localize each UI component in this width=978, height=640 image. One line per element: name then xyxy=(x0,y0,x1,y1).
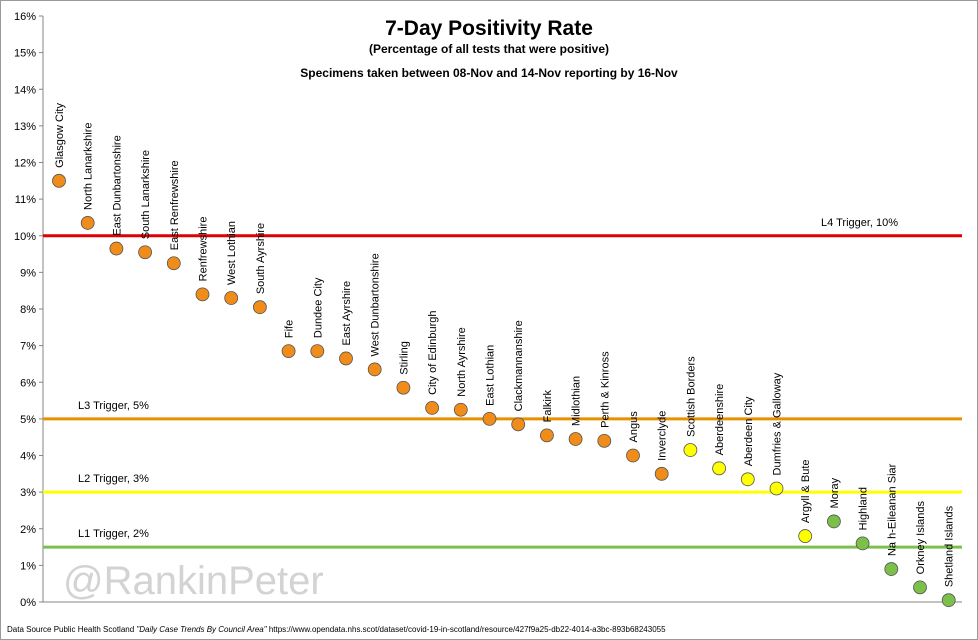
category-label: Dumfries & Galloway xyxy=(772,372,784,475)
data-point xyxy=(109,241,124,256)
data-source-footer: Data Source Public Health Scotland "Dail… xyxy=(7,625,666,634)
data-point xyxy=(396,380,411,395)
watermark: @RankinPeter xyxy=(63,559,324,603)
category-label: Falkirk xyxy=(542,389,554,422)
footer-source: Data Source Public Health Scotland xyxy=(7,625,135,634)
data-point xyxy=(310,344,325,359)
y-tick-label: 15% xyxy=(14,48,36,60)
category-label: West Dunbartonshire xyxy=(370,253,382,356)
y-tick-label: 14% xyxy=(14,84,36,96)
category-label: Aberdeen City xyxy=(743,396,755,466)
data-point xyxy=(453,402,468,417)
y-tick-label: 5% xyxy=(20,414,36,426)
category-label: Na h-Eileanan Siar xyxy=(886,463,898,556)
y-tick-label: 7% xyxy=(20,341,36,353)
data-point xyxy=(195,287,210,302)
trigger-label: L2 Trigger, 3% xyxy=(78,473,149,485)
category-label: Glasgow City xyxy=(54,103,66,168)
y-axis: 0% 1% 2% 3% 4% 5% 6% 7% 8% 9% 10% 11% 12% 13% 14% 15% 16… xyxy=(14,11,962,609)
y-tick-label: 12% xyxy=(14,158,36,170)
category-label: East Lothian xyxy=(485,345,497,406)
category-label: Perth & Kinross xyxy=(599,351,611,428)
category-label: Orkney Islands xyxy=(915,500,927,574)
data-point xyxy=(941,593,956,608)
category-label: Moray xyxy=(829,477,841,508)
trigger-label: L1 Trigger, 2% xyxy=(78,528,149,540)
y-tick-label: 6% xyxy=(20,377,36,389)
data-point xyxy=(252,300,267,315)
trigger-lines: L4 Trigger, 10% L3 Trigger, 5% L2 Trigger,… xyxy=(43,217,962,549)
category-label: Inverclyde xyxy=(657,411,669,461)
chart-subtitle: (Percentage of all tests that were posit… xyxy=(369,42,609,56)
category-label: South Lanarkshire xyxy=(140,150,152,239)
category-label: East Dunbartonshire xyxy=(111,135,123,235)
y-tick-label: 2% xyxy=(20,524,36,536)
data-point xyxy=(511,417,526,432)
data-point xyxy=(224,291,239,305)
category-label: North Ayrshire xyxy=(456,327,468,397)
y-tick-label: 1% xyxy=(20,560,36,572)
category-label: Highland xyxy=(858,487,870,530)
data-point xyxy=(482,411,497,426)
chart-title: 7-Day Positivity Rate xyxy=(385,17,593,40)
category-label: Aberdeenshire xyxy=(714,384,726,456)
y-tick-label: 0% xyxy=(20,597,36,609)
data-point xyxy=(913,580,927,595)
data-point xyxy=(540,428,554,443)
data-point xyxy=(827,514,841,529)
category-label: Shetland Islands xyxy=(944,505,956,587)
data-point xyxy=(367,362,382,377)
footer-url: https://www.opendata.nhs.scot/dataset/co… xyxy=(268,625,666,634)
category-label: Dundee City xyxy=(312,277,324,338)
category-label: North Lanarkshire xyxy=(83,122,95,209)
category-label: Argyll & Bute xyxy=(800,459,812,523)
category-label: City of Edinburgh xyxy=(427,310,439,394)
y-tick-label: 10% xyxy=(14,231,36,243)
data-point xyxy=(166,256,181,271)
y-tick-label: 11% xyxy=(15,194,36,206)
category-label: Stirling xyxy=(398,341,410,375)
data-point xyxy=(626,448,640,463)
category-labels: Glasgow City North Lanarkshire East Dunbar… xyxy=(54,103,956,588)
category-label: Fife xyxy=(284,320,296,338)
footer-dataset: "Daily Case Trends By Council Area" xyxy=(136,625,267,634)
trigger-label: L4 Trigger, 10% xyxy=(821,217,898,229)
y-tick-label: 9% xyxy=(20,267,36,279)
category-label: South Ayrshire xyxy=(255,223,267,294)
category-label: Renfrewshire xyxy=(198,217,210,282)
y-tick-label: 16% xyxy=(14,11,36,23)
category-label: East Ayrshire xyxy=(341,281,353,346)
category-label: Clackmannanshire xyxy=(513,320,525,411)
y-tick-label: 3% xyxy=(20,487,36,499)
data-point xyxy=(52,173,66,188)
trigger-label: L3 Trigger, 5% xyxy=(78,400,149,412)
data-points xyxy=(52,173,956,608)
chart-subtitle-2: Specimens taken between 08-Nov and 14-No… xyxy=(300,66,678,80)
category-label: West Lothian xyxy=(226,221,238,285)
y-tick-label: 13% xyxy=(14,121,36,133)
category-label: East Renfrewshire xyxy=(169,160,181,250)
positivity-chart: 7-Day Positivity Rate (Percentage of all… xyxy=(14,11,962,609)
data-point xyxy=(884,562,899,576)
data-point xyxy=(80,216,95,230)
data-point xyxy=(712,461,726,476)
data-point xyxy=(138,245,153,260)
y-tick-label: 8% xyxy=(20,304,36,316)
data-point xyxy=(597,433,612,448)
data-point xyxy=(740,472,755,487)
data-point xyxy=(654,466,669,481)
data-point xyxy=(281,344,296,359)
category-label: Angus xyxy=(628,411,640,443)
data-point xyxy=(798,529,813,543)
data-point xyxy=(855,536,870,551)
data-point xyxy=(425,400,440,415)
data-point xyxy=(683,443,698,457)
data-point xyxy=(339,351,353,366)
category-label: Scottish Borders xyxy=(685,356,697,437)
y-tick-label: 4% xyxy=(20,451,36,463)
data-point xyxy=(568,432,583,446)
category-label: Midlothian xyxy=(571,376,583,426)
data-point xyxy=(769,481,784,496)
